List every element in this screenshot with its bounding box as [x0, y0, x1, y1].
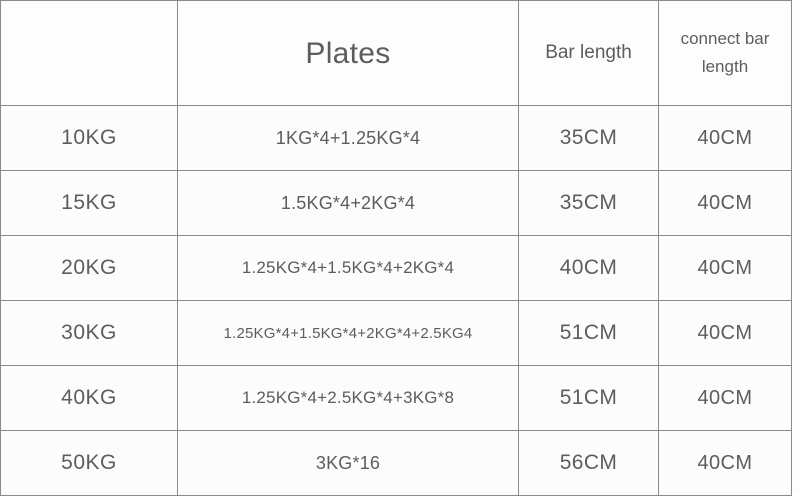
header-cell-bar-length: Bar length — [518, 0, 659, 106]
cell-bar-length: 56CM — [518, 430, 659, 496]
table-row: 30KG 1.25KG*4+1.5KG*4+2KG*4+2.5KG4 51CM … — [0, 300, 792, 366]
cell-plates: 1KG*4+1.25KG*4 — [177, 105, 519, 171]
cell-weight: 15KG — [0, 170, 178, 236]
cell-weight: 10KG — [0, 105, 178, 171]
cell-plates: 1.5KG*4+2KG*4 — [177, 170, 519, 236]
header-cell-plates: Plates — [177, 0, 519, 106]
cell-weight: 20KG — [0, 235, 178, 301]
cell-weight: 40KG — [0, 365, 178, 431]
table-row: 50KG 3KG*16 56CM 40CM — [0, 430, 792, 496]
cell-bar-length: 51CM — [518, 365, 659, 431]
cell-connect-bar-length: 40CM — [658, 105, 792, 171]
cell-bar-length: 51CM — [518, 300, 659, 366]
table-row: 20KG 1.25KG*4+1.5KG*4+2KG*4 40CM 40CM — [0, 235, 792, 301]
cell-connect-bar-length: 40CM — [658, 300, 792, 366]
cell-bar-length: 35CM — [518, 170, 659, 236]
cell-connect-bar-length: 40CM — [658, 170, 792, 236]
cell-weight: 50KG — [0, 430, 178, 496]
table-header: Plates Bar length connect bar length — [0, 0, 792, 106]
cell-bar-length: 40CM — [518, 235, 659, 301]
cell-bar-length: 35CM — [518, 105, 659, 171]
table-row: 15KG 1.5KG*4+2KG*4 35CM 40CM — [0, 170, 792, 236]
cell-connect-bar-length: 40CM — [658, 365, 792, 431]
cell-weight: 30KG — [0, 300, 178, 366]
cell-connect-bar-length: 40CM — [658, 430, 792, 496]
table-row: 10KG 1KG*4+1.25KG*4 35CM 40CM — [0, 105, 792, 171]
header-cell-connect-bar-length: connect bar length — [658, 0, 792, 106]
cell-plates: 3KG*16 — [177, 430, 519, 496]
table-header-row: Plates Bar length connect bar length — [0, 0, 792, 106]
cell-plates: 1.25KG*4+1.5KG*4+2KG*4+2.5KG4 — [177, 300, 519, 366]
table-body: 10KG 1KG*4+1.25KG*4 35CM 40CM 15KG 1.5KG… — [0, 105, 792, 496]
cell-plates: 1.25KG*4+2.5KG*4+3KG*8 — [177, 365, 519, 431]
cell-plates: 1.25KG*4+1.5KG*4+2KG*4 — [177, 235, 519, 301]
cell-connect-bar-length: 40CM — [658, 235, 792, 301]
table-row: 40KG 1.25KG*4+2.5KG*4+3KG*8 51CM 40CM — [0, 365, 792, 431]
header-cell-weight — [0, 0, 178, 106]
